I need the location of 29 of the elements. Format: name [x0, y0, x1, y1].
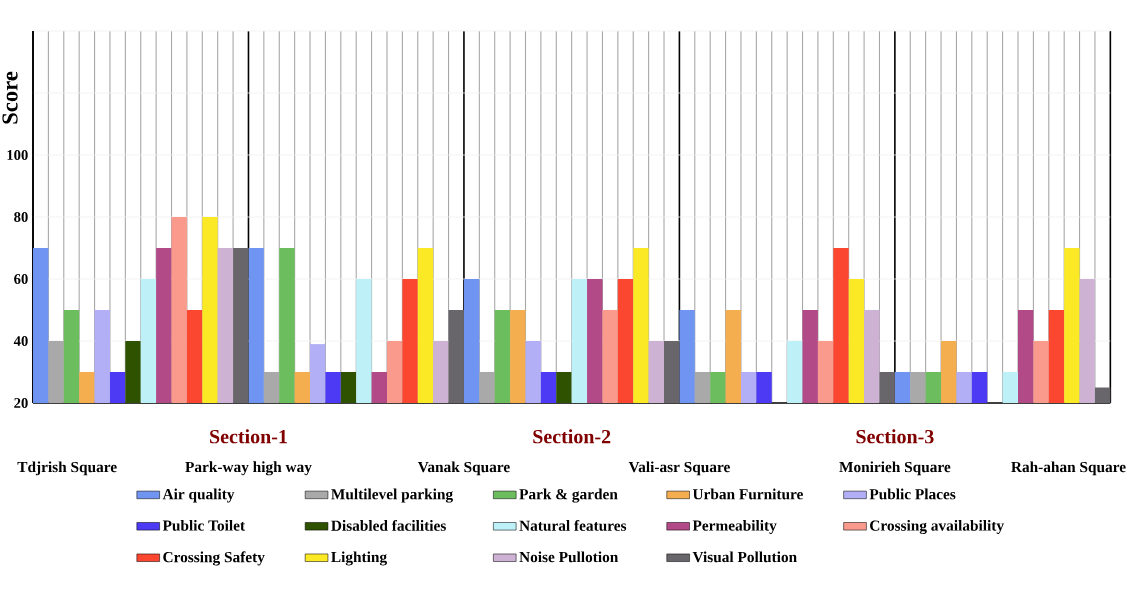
text: Vanak Square: [417, 461, 510, 476]
legend-label: Crossing availability: [870, 519, 1004, 534]
legend-label: Crossing Safety: [163, 551, 265, 566]
y-tick-label: 80: [14, 212, 28, 222]
legend-label: Natural features: [519, 519, 627, 531]
legend-label: Air quality: [162, 488, 235, 503]
legend-label: Permeability: [692, 519, 777, 534]
text: Park-way high way: [185, 461, 312, 476]
y-tick-label: 20: [14, 398, 28, 408]
legend-label: Visual Pollution: [692, 551, 797, 563]
text: Vali-asr Square: [628, 461, 730, 476]
text: Section-1: [210, 429, 287, 444]
text: Tdjrish Square: [17, 461, 117, 476]
legend-label: Public Toilet: [162, 519, 245, 531]
y-tick-label: 100: [7, 150, 28, 160]
legend-label: Park & garden: [519, 488, 618, 503]
legend-label: Disabled facilities: [331, 519, 446, 531]
text: Rah-ahan Square: [1011, 461, 1126, 476]
y-tick-label: 60: [14, 274, 28, 284]
text: Section-2: [533, 429, 611, 444]
y-axis-title: Score: [2, 71, 18, 124]
legend-label: Noise Pullotion: [519, 551, 619, 563]
text: Section-3: [856, 429, 934, 444]
legend-label: Lighting: [331, 551, 387, 566]
y-tick-label: 40: [13, 336, 28, 346]
legend-label: Public Places: [869, 488, 956, 500]
legend-label: Urban Furniture: [692, 488, 803, 500]
legend-label: Multilevel parking: [331, 488, 453, 503]
text: Monirieh Square: [839, 461, 951, 476]
